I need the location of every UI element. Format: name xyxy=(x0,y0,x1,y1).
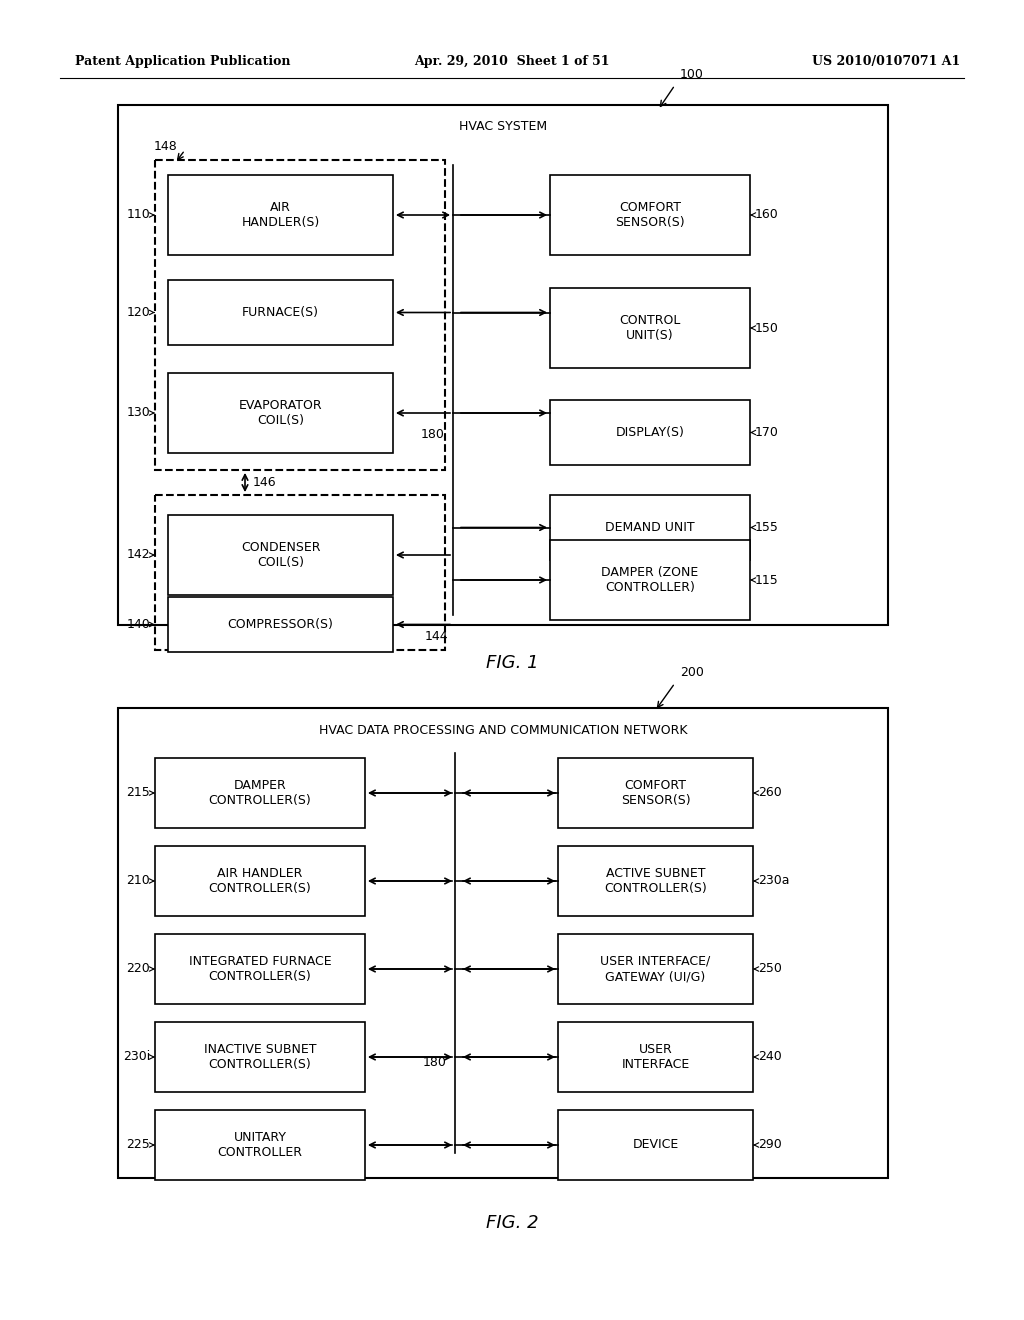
Bar xyxy=(168,515,393,595)
Text: 215: 215 xyxy=(126,787,150,800)
Text: 230i: 230i xyxy=(123,1051,150,1064)
Text: DAMPER (ZONE
CONTROLLER): DAMPER (ZONE CONTROLLER) xyxy=(601,566,698,594)
Text: DAMPER
CONTROLLER(S): DAMPER CONTROLLER(S) xyxy=(209,779,311,807)
Text: DEVICE: DEVICE xyxy=(633,1138,679,1151)
Text: USER INTERFACE/
GATEWAY (UI/G): USER INTERFACE/ GATEWAY (UI/G) xyxy=(600,954,711,983)
Bar xyxy=(168,280,393,345)
Text: DISPLAY(S): DISPLAY(S) xyxy=(615,426,684,440)
Text: 220: 220 xyxy=(126,962,150,975)
Bar xyxy=(558,846,753,916)
Bar xyxy=(550,540,750,620)
Bar xyxy=(155,758,365,828)
Text: ACTIVE SUBNET
CONTROLLER(S): ACTIVE SUBNET CONTROLLER(S) xyxy=(604,867,707,895)
Bar xyxy=(168,597,393,652)
Bar xyxy=(550,495,750,560)
Text: 155: 155 xyxy=(755,521,779,535)
Text: FIG. 2: FIG. 2 xyxy=(485,1214,539,1232)
Text: 250: 250 xyxy=(758,962,782,975)
Text: UNITARY
CONTROLLER: UNITARY CONTROLLER xyxy=(217,1131,302,1159)
Bar xyxy=(168,374,393,453)
Text: 180: 180 xyxy=(423,1056,447,1068)
Text: 230a: 230a xyxy=(758,874,790,887)
Bar xyxy=(550,176,750,255)
Text: INACTIVE SUBNET
CONTROLLER(S): INACTIVE SUBNET CONTROLLER(S) xyxy=(204,1043,316,1071)
Bar xyxy=(558,1022,753,1092)
Text: 200: 200 xyxy=(680,667,703,680)
Text: COMFORT
SENSOR(S): COMFORT SENSOR(S) xyxy=(621,779,690,807)
Text: 180: 180 xyxy=(421,429,445,441)
Text: COMFORT
SENSOR(S): COMFORT SENSOR(S) xyxy=(615,201,685,228)
Text: FIG. 1: FIG. 1 xyxy=(485,653,539,672)
Bar xyxy=(118,708,888,1177)
Text: 160: 160 xyxy=(755,209,778,222)
Bar xyxy=(155,1022,365,1092)
Bar xyxy=(155,846,365,916)
Text: 290: 290 xyxy=(758,1138,781,1151)
Text: CONTROL
UNIT(S): CONTROL UNIT(S) xyxy=(620,314,681,342)
Bar xyxy=(550,400,750,465)
Text: 130: 130 xyxy=(126,407,150,420)
Text: DEMAND UNIT: DEMAND UNIT xyxy=(605,521,695,535)
Text: AIR HANDLER
CONTROLLER(S): AIR HANDLER CONTROLLER(S) xyxy=(209,867,311,895)
Text: HVAC DATA PROCESSING AND COMMUNICATION NETWORK: HVAC DATA PROCESSING AND COMMUNICATION N… xyxy=(318,723,687,737)
Text: EVAPORATOR
COIL(S): EVAPORATOR COIL(S) xyxy=(239,399,323,426)
Text: 210: 210 xyxy=(126,874,150,887)
Text: 110: 110 xyxy=(126,209,150,222)
Bar xyxy=(550,288,750,368)
Bar xyxy=(155,160,445,470)
Text: 150: 150 xyxy=(755,322,779,334)
Bar xyxy=(558,758,753,828)
Text: 144: 144 xyxy=(424,630,449,643)
Text: HVAC SYSTEM: HVAC SYSTEM xyxy=(459,120,547,133)
Text: INTEGRATED FURNACE
CONTROLLER(S): INTEGRATED FURNACE CONTROLLER(S) xyxy=(188,954,332,983)
Text: FURNACE(S): FURNACE(S) xyxy=(242,306,319,319)
Bar xyxy=(558,1110,753,1180)
Text: 170: 170 xyxy=(755,426,779,440)
Text: US 2010/0107071 A1: US 2010/0107071 A1 xyxy=(812,55,961,69)
Bar xyxy=(155,935,365,1005)
Text: 148: 148 xyxy=(154,140,178,153)
Text: 240: 240 xyxy=(758,1051,781,1064)
Bar xyxy=(155,1110,365,1180)
Text: 260: 260 xyxy=(758,787,781,800)
Text: 115: 115 xyxy=(755,573,778,586)
Text: 142: 142 xyxy=(126,549,150,561)
Text: CONDENSER
COIL(S): CONDENSER COIL(S) xyxy=(241,541,321,569)
Text: 120: 120 xyxy=(126,306,150,319)
Text: Patent Application Publication: Patent Application Publication xyxy=(75,55,291,69)
Text: AIR
HANDLER(S): AIR HANDLER(S) xyxy=(242,201,319,228)
Bar xyxy=(168,176,393,255)
Bar xyxy=(558,935,753,1005)
Text: 146: 146 xyxy=(253,477,276,488)
Bar xyxy=(118,106,888,624)
Text: COMPRESSOR(S): COMPRESSOR(S) xyxy=(227,618,334,631)
Text: Apr. 29, 2010  Sheet 1 of 51: Apr. 29, 2010 Sheet 1 of 51 xyxy=(415,55,609,69)
Text: 140: 140 xyxy=(126,618,150,631)
Text: USER
INTERFACE: USER INTERFACE xyxy=(622,1043,689,1071)
Text: 225: 225 xyxy=(126,1138,150,1151)
Bar xyxy=(155,495,445,649)
Text: 100: 100 xyxy=(680,69,703,82)
